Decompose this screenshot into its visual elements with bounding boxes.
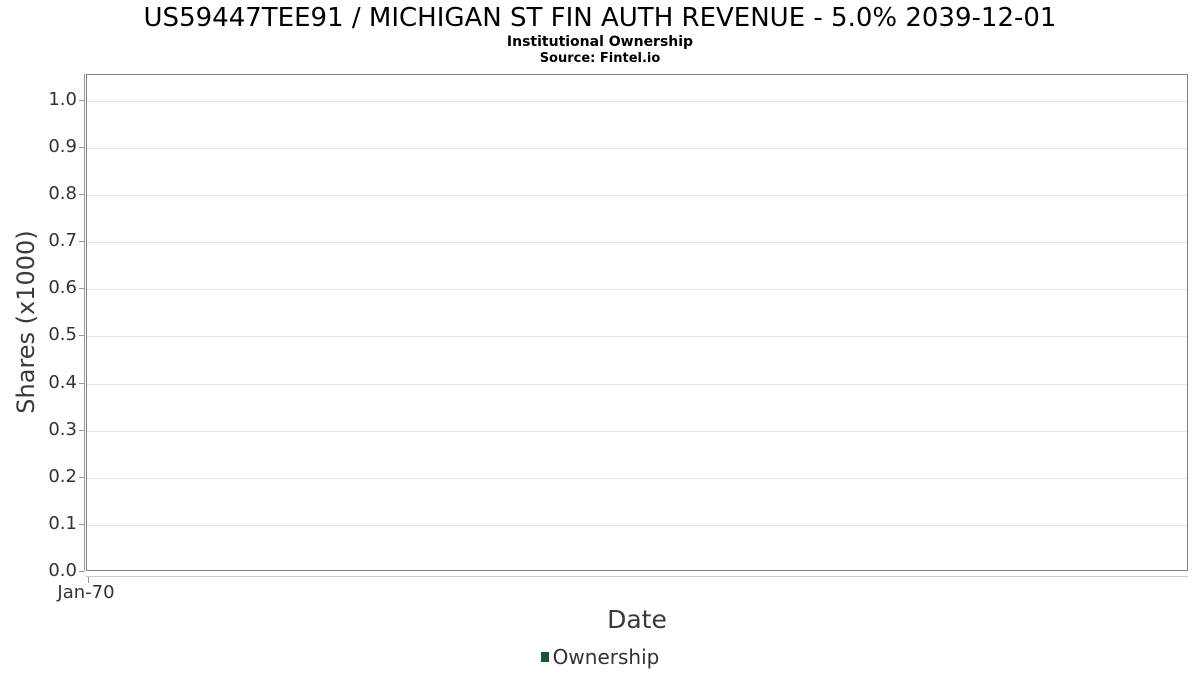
y-tick-mark [79,147,84,148]
x-axis-title: Date [607,605,667,634]
chart-source: Source: Fintel.io [539,51,661,66]
y-tick-mark [79,477,84,478]
y-gridline [87,289,1187,290]
y-tick-mark [79,383,84,384]
y-gridline [87,384,1187,385]
y-gridline [87,242,1187,243]
y-tick-mark [79,100,84,101]
y-tick-label: 0.8 [48,183,77,204]
y-gridline [87,195,1187,196]
y-gridline [87,525,1187,526]
y-tick-label: 0.7 [48,230,77,251]
y-gridline [87,101,1187,102]
y-tick-mark [79,335,84,336]
legend-marker-icon [540,652,549,662]
y-tick-mark [79,571,84,572]
chart-title: US59447TEE91 / MICHIGAN ST FIN AUTH REVE… [143,3,1057,33]
y-tick-label: 1.0 [48,89,77,110]
legend-label: Ownership [552,645,660,669]
y-tick-mark [79,430,84,431]
y-tick-label: 0.3 [48,419,77,440]
y-tick-label: 0.1 [48,513,77,534]
x-tick-label: Jan-70 [57,582,115,603]
y-tick-mark [79,288,84,289]
y-gridline [87,431,1187,432]
y-tick-mark [79,194,84,195]
y-tick-label: 0.6 [48,277,77,298]
chart-subtitle: Institutional Ownership [506,34,694,50]
y-axis-title: Shares (x1000) [12,230,40,414]
plot-area [86,74,1188,571]
y-gridline [87,336,1187,337]
y-tick-label: 0.2 [48,466,77,487]
y-axis-line [84,74,85,571]
y-tick-label: 0.9 [48,136,77,157]
x-tick-mark [88,577,89,583]
legend: Ownership [0,645,1200,669]
y-tick-mark [79,241,84,242]
y-gridline [87,148,1187,149]
y-gridline [87,478,1187,479]
y-tick-label: 0.0 [48,560,77,581]
y-tick-mark [79,524,84,525]
x-axis-line [86,576,1188,577]
legend-item-ownership[interactable]: Ownership [540,645,660,669]
y-tick-label: 0.4 [48,372,77,393]
y-tick-label: 0.5 [48,324,77,345]
